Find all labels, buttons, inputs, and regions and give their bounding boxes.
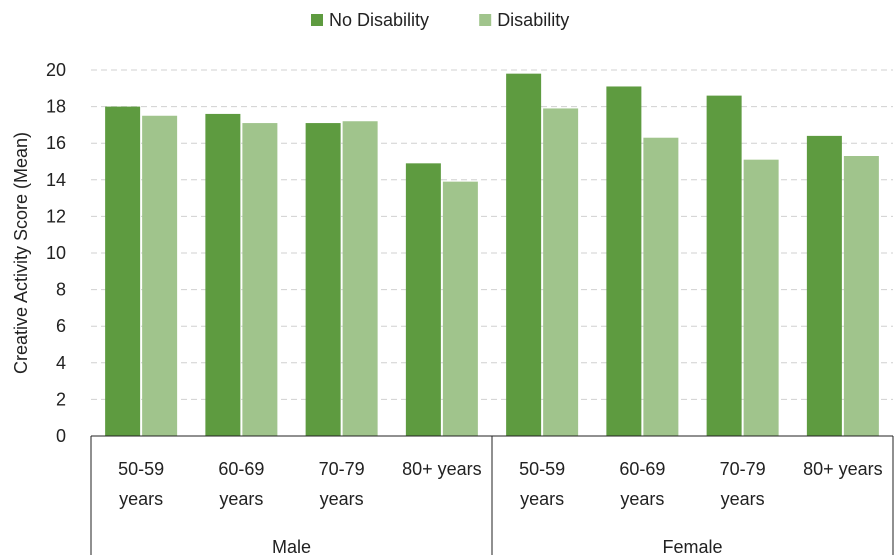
bars: [105, 73, 879, 437]
y-tick-label: 14: [46, 170, 66, 190]
y-tick-label: 10: [46, 243, 66, 263]
bar: [706, 95, 742, 437]
legend-swatch: [311, 14, 323, 26]
bar: [806, 135, 842, 436]
y-tick-label: 2: [56, 389, 66, 409]
x-tick-label: 70-79: [319, 459, 365, 479]
x-tick-label: years: [520, 489, 564, 509]
bar: [142, 115, 178, 436]
y-tick-label: 12: [46, 206, 66, 226]
x-tick-label: 50-59: [519, 459, 565, 479]
y-tick-label: 8: [56, 280, 66, 300]
y-tick-label: 0: [56, 426, 66, 446]
x-tick-label: 50-59: [118, 459, 164, 479]
bar: [643, 137, 679, 436]
x-tick-label: years: [320, 489, 364, 509]
x-tick-label: 60-69: [218, 459, 264, 479]
x-tick-label: 80+ years: [803, 459, 883, 479]
bar: [843, 156, 879, 436]
bar: [342, 121, 378, 437]
bar: [606, 86, 642, 436]
x-axis: 50-59 years 60-69 years 70-79 years 80+ years M…: [90, 435, 894, 555]
y-tick-label: 20: [46, 60, 66, 80]
x-tick-label: 80+ years: [402, 459, 482, 479]
x-tick-label: 60-69: [619, 459, 665, 479]
bar: [205, 113, 241, 437]
bar: [543, 108, 579, 437]
x-tick-label: years: [620, 489, 664, 509]
legend-swatch: [479, 14, 492, 26]
bar: [442, 181, 478, 436]
x-tick-label: years: [219, 489, 263, 509]
bar: [105, 106, 141, 436]
bar: [305, 123, 341, 436]
x-tick-label: years: [119, 489, 163, 509]
x-tick-label: years: [721, 489, 765, 509]
y-tick-label: 18: [46, 97, 66, 117]
y-axis-ticks: 0 2 4 6 8 10 12 14 16 18 20: [46, 60, 66, 446]
legend-label: Disability: [497, 10, 569, 30]
legend: No Disability Disability: [311, 10, 569, 30]
x-tick-label: 70-79: [720, 459, 766, 479]
bar: [743, 159, 779, 437]
y-tick-label: 6: [56, 316, 66, 336]
bar: [242, 123, 278, 436]
bar: [506, 73, 542, 436]
group-label: Female: [662, 537, 722, 555]
group-label: Male: [272, 537, 311, 555]
y-tick-label: 16: [46, 133, 66, 153]
legend-label: No Disability: [329, 10, 429, 30]
y-tick-label: 4: [56, 353, 66, 373]
y-axis-label: Creative Activity Score (Mean): [11, 132, 31, 374]
bar: [405, 163, 441, 436]
